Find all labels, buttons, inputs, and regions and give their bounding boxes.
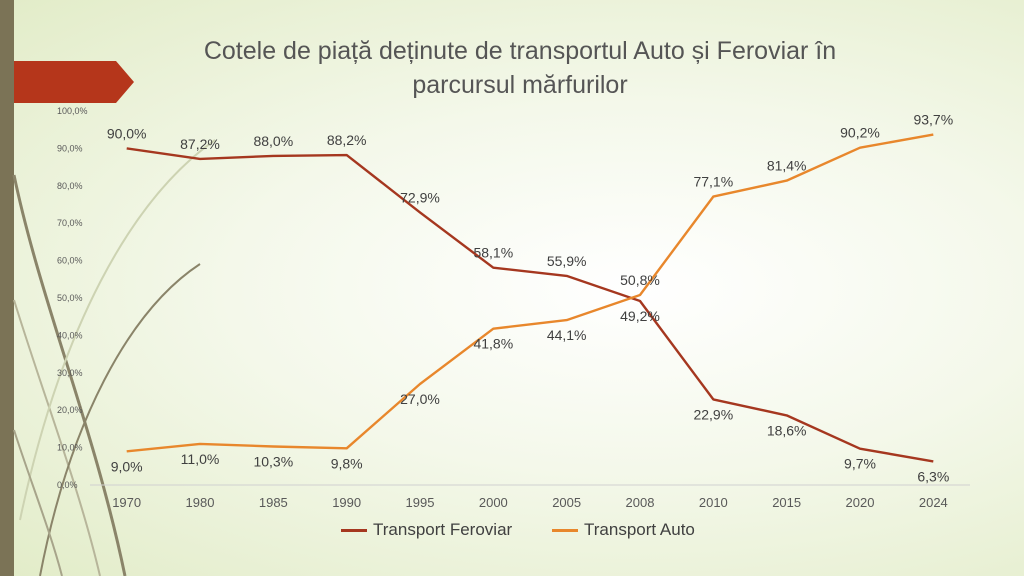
x-tick-label: 2008 <box>626 495 655 510</box>
x-tick-label: 1970 <box>112 495 141 510</box>
data-label-auto: 93,7% <box>913 112 953 128</box>
decorative-curves <box>12 139 216 576</box>
x-tick-label: 2020 <box>846 495 875 510</box>
data-label-auto: 81,4% <box>767 158 807 174</box>
legend-label-feroviar: Transport Feroviar <box>373 520 513 539</box>
data-label-feroviar: 18,6% <box>767 422 807 438</box>
data-label-feroviar: 90,0% <box>107 125 147 141</box>
chart-legend: Transport Feroviar Transport Auto <box>0 520 1024 544</box>
legend-item-feroviar: Transport Feroviar <box>341 520 512 540</box>
data-label-auto: 9,0% <box>111 458 143 474</box>
x-tick-label: 1980 <box>186 495 215 510</box>
y-tick-label: 20,0% <box>57 405 83 415</box>
data-label-feroviar: 49,2% <box>620 308 660 324</box>
data-label-auto: 41,8% <box>473 336 513 352</box>
data-label-auto: 44,1% <box>547 327 587 343</box>
x-tick-label: 1990 <box>332 495 361 510</box>
data-label-auto: 50,8% <box>620 272 660 288</box>
x-tick-label: 2024 <box>919 495 948 510</box>
data-label-feroviar: 9,7% <box>844 456 876 472</box>
data-label-auto: 77,1% <box>693 174 733 190</box>
series-line-auto <box>126 133 934 453</box>
x-tick-label: 2005 <box>552 495 581 510</box>
y-tick-label: 50,0% <box>57 293 83 303</box>
legend-swatch-auto <box>552 528 578 532</box>
y-tick-label: 40,0% <box>57 330 83 340</box>
data-label-auto: 9,8% <box>331 455 363 471</box>
y-tick-label: 90,0% <box>57 143 83 153</box>
data-label-feroviar: 6,3% <box>917 468 949 484</box>
data-label-feroviar: 88,2% <box>327 132 367 148</box>
data-label-feroviar: 87,2% <box>180 136 220 152</box>
y-tick-label: 60,0% <box>57 256 83 266</box>
data-label-feroviar: 58,1% <box>473 245 513 261</box>
x-tick-label: 2000 <box>479 495 508 510</box>
y-tick-label: 100,0% <box>57 106 88 116</box>
data-label-auto: 27,0% <box>400 391 440 407</box>
data-label-feroviar: 88,0% <box>253 133 293 149</box>
data-label-feroviar: 22,9% <box>693 406 733 422</box>
x-tick-label: 2015 <box>772 495 801 510</box>
data-label-auto: 90,2% <box>840 125 880 141</box>
y-tick-label: 80,0% <box>57 181 83 191</box>
y-tick-label: 30,0% <box>57 368 83 378</box>
slide-side-bar <box>0 0 14 576</box>
x-tick-label: 1985 <box>259 495 288 510</box>
data-label-feroviar: 72,9% <box>400 189 440 205</box>
legend-label-auto: Transport Auto <box>584 520 695 539</box>
x-tick-label: 1995 <box>406 495 435 510</box>
series-line-feroviar <box>126 147 934 463</box>
data-label-auto: 10,3% <box>253 453 293 469</box>
chart-title: Cotele de piață deținute de transportul … <box>203 37 837 99</box>
data-label-auto: 11,0% <box>181 451 220 467</box>
x-tick-label: 2010 <box>699 495 728 510</box>
legend-swatch-feroviar <box>341 528 367 532</box>
data-label-feroviar: 55,9% <box>547 253 587 269</box>
y-tick-label: 0,0% <box>57 480 78 490</box>
y-tick-label: 10,0% <box>57 443 83 453</box>
y-tick-label: 70,0% <box>57 218 83 228</box>
accent-arrow-tab <box>14 61 134 103</box>
legend-item-auto: Transport Auto <box>552 520 695 540</box>
